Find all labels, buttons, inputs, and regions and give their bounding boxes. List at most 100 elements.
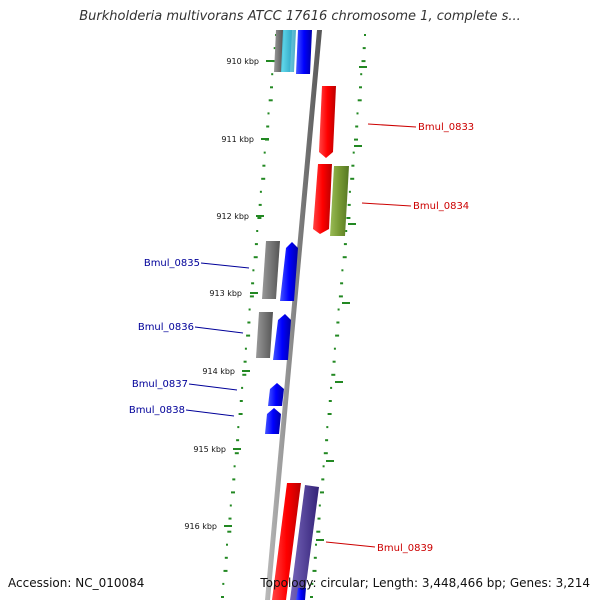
gc-dot <box>335 334 340 337</box>
gene-bmul-0836 <box>273 314 291 360</box>
gc-dot <box>311 582 314 585</box>
gene-bmul-0836-gray <box>256 312 273 358</box>
tick-913: 913 kbp <box>209 289 258 298</box>
gc-dot <box>261 177 266 180</box>
tick-915: 915 kbp <box>193 445 241 454</box>
gc-dot <box>222 582 225 585</box>
gc-dot <box>343 243 347 246</box>
gene-label: Bmul_0839 <box>377 543 433 554</box>
gc-dot <box>226 543 228 546</box>
gc-dot <box>247 321 251 324</box>
gc-dot <box>348 190 351 193</box>
label-bmul-0837[interactable]: Bmul_0837 <box>132 379 238 391</box>
gc-dot <box>267 112 270 115</box>
gc-dot <box>320 491 324 494</box>
gene-bmul-0837 <box>268 383 284 406</box>
gc-dot <box>239 400 243 402</box>
gene-bmul-0833 <box>319 86 336 158</box>
gene-bmul-0838 <box>265 408 281 434</box>
tick-914: 914 kbp <box>202 367 250 376</box>
gc-dot <box>232 478 236 481</box>
gc-dot <box>355 125 359 128</box>
gc-dot <box>242 373 247 376</box>
gc-dot <box>223 569 228 572</box>
gc-dot <box>249 295 254 298</box>
gc-dot <box>327 413 332 415</box>
gc-dot <box>262 164 266 167</box>
gene-bmul-0834-olive <box>330 166 349 236</box>
gc-dot <box>322 465 325 468</box>
label-bmul-0838[interactable]: Bmul_0838 <box>129 405 235 417</box>
gc-dot <box>316 530 321 533</box>
gc-dot <box>332 360 336 363</box>
tick-label: 911 kbp <box>221 135 254 144</box>
gc-dot <box>317 517 321 520</box>
gc-dot <box>357 99 362 102</box>
gene-label: Bmul_0835 <box>144 258 200 269</box>
gene-top-blue <box>296 30 312 74</box>
gc-dot <box>263 151 266 154</box>
gc-dot <box>257 217 262 219</box>
gc-dot <box>341 269 344 272</box>
gene-label: Bmul_0837 <box>132 379 188 390</box>
label-bmul-0835[interactable]: Bmul_0835 <box>144 258 250 269</box>
gc-dot <box>238 413 243 415</box>
gc-dot <box>271 73 274 76</box>
chromosome-backbone <box>265 30 322 600</box>
gc-dot <box>312 569 317 572</box>
gc-dot <box>310 596 313 598</box>
gene-bmul-0839-red <box>272 483 301 600</box>
gc-dot <box>362 47 366 50</box>
gc-dot <box>231 491 235 494</box>
gc-dot <box>248 308 251 311</box>
tick-910: 910 kbp <box>226 57 274 66</box>
gc-dot <box>347 203 351 206</box>
label-bmul-0836[interactable]: Bmul_0836 <box>138 322 244 334</box>
gc-dot <box>229 504 232 507</box>
gc-dot <box>224 556 228 559</box>
gc-dot <box>351 164 355 167</box>
gc-dot <box>364 34 366 36</box>
gc-dot <box>354 138 358 141</box>
map-title: Burkholderia multivorans ATCC 17616 chro… <box>79 9 521 24</box>
label-bmul-0839[interactable]: Bmul_0839 <box>325 541 433 554</box>
gc-dot <box>361 60 366 63</box>
gc-dot <box>321 478 325 481</box>
tick-label: 912 kbp <box>216 212 249 221</box>
gc-dot <box>330 386 333 389</box>
gene-bmul-0839-slate <box>290 485 319 600</box>
gc-dot <box>252 269 255 272</box>
gc-dot <box>236 439 240 442</box>
gc-dot <box>328 400 332 402</box>
tick-marks-right <box>316 66 367 541</box>
gc-dot <box>246 334 251 337</box>
tick-916: 916 kbp <box>184 522 232 531</box>
gc-dot <box>241 386 244 389</box>
gc-dot <box>244 347 247 350</box>
gc-dot <box>318 504 321 507</box>
gc-dot <box>237 426 240 429</box>
label-bmul-0833[interactable]: Bmul_0833 <box>367 122 474 133</box>
gc-dot <box>346 217 351 219</box>
gc-dot <box>228 517 232 520</box>
gene-label: Bmul_0836 <box>138 322 194 333</box>
gc-dot <box>360 73 363 76</box>
label-bmul-0834[interactable]: Bmul_0834 <box>361 201 469 212</box>
tick-label: 913 kbp <box>209 289 242 298</box>
gc-dot <box>356 112 359 115</box>
gc-dot <box>337 308 340 311</box>
gene-label: Bmul_0838 <box>129 405 185 416</box>
gene-bmul-0834-red <box>313 164 332 234</box>
gc-dot <box>326 426 329 429</box>
tick-label: 910 kbp <box>226 57 259 66</box>
gc-dot <box>315 543 317 546</box>
gene-label: Bmul_0834 <box>413 201 469 212</box>
gc-dot <box>340 282 344 285</box>
tick-label: 915 kbp <box>193 445 226 454</box>
gc-dot <box>272 60 277 63</box>
tick-label: 914 kbp <box>202 367 235 376</box>
gc-dot <box>221 596 224 598</box>
gc-dot <box>243 360 247 363</box>
gc-dot <box>313 556 317 559</box>
gene-bmul-0835 <box>280 242 298 301</box>
